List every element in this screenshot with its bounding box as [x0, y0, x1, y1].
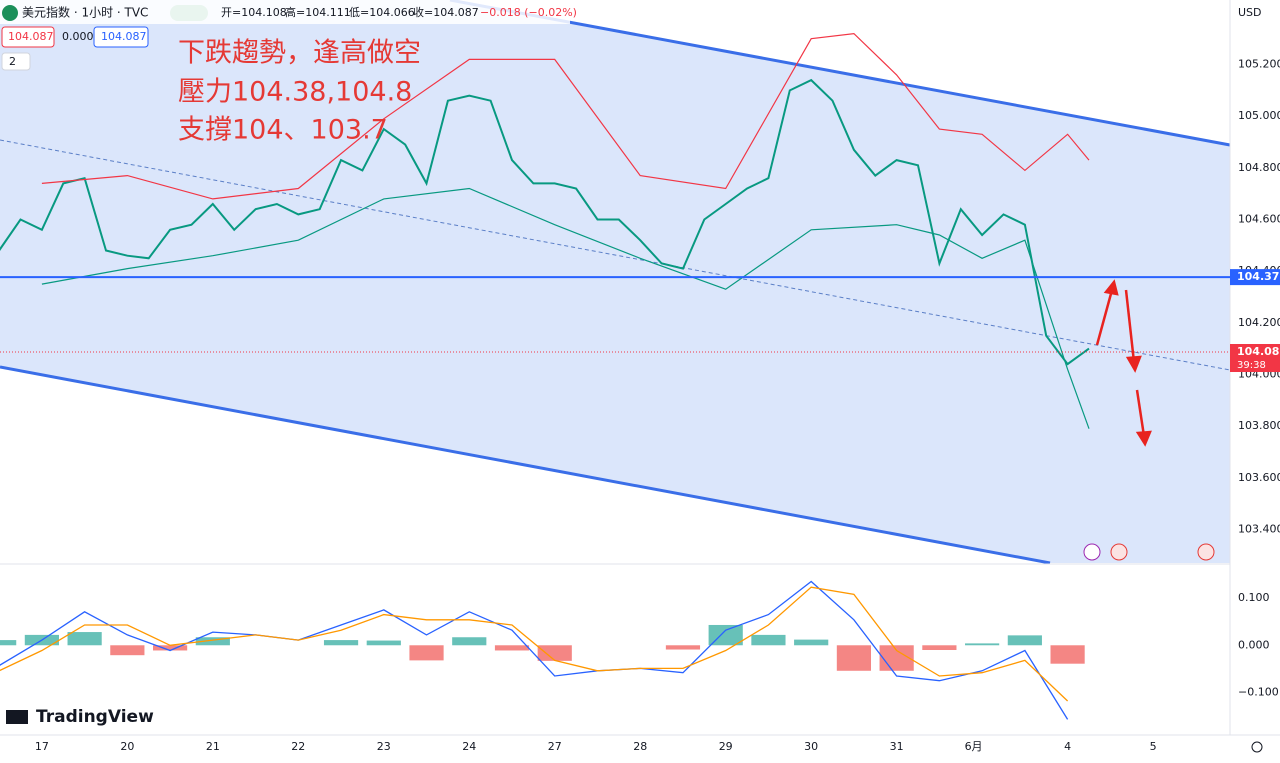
histogram-bar	[409, 645, 444, 661]
event-icon[interactable]	[1110, 543, 1128, 561]
histogram-bar	[708, 624, 743, 646]
histogram-bar	[1007, 635, 1042, 646]
y-tick-label: 104.800	[1238, 161, 1280, 174]
high: 高=104.111	[285, 5, 351, 19]
histogram-bar	[110, 645, 145, 656]
open: 开=104.108	[221, 6, 287, 19]
indicator-toggle[interactable]	[1, 52, 31, 71]
y-tick-label: 105.200	[1238, 58, 1280, 71]
macd-line	[0, 586, 1069, 702]
annotation: 下跌趨勢，逢高做空	[178, 38, 421, 69]
ask-box[interactable]	[93, 26, 149, 48]
last-price-label: 104.087	[1237, 345, 1280, 358]
settings-icon[interactable]	[1251, 741, 1263, 753]
brand-logo	[6, 710, 28, 724]
histogram-bar	[965, 643, 1000, 646]
countdown: 39:38	[1237, 360, 1266, 371]
histogram-bar	[794, 639, 829, 646]
arrows	[1095, 279, 1152, 447]
x-tick-label: 17	[35, 740, 49, 753]
histogram-bar	[67, 632, 102, 646]
histogram-bar	[922, 645, 957, 650]
trend-line	[0, 139, 1231, 371]
histogram-bar	[0, 640, 17, 646]
macd-line	[0, 580, 1069, 720]
last-price-tag	[1230, 344, 1280, 373]
low: 低=104.066	[349, 6, 415, 19]
histogram-bar	[1050, 645, 1085, 664]
bid[interactable]: 104.087	[8, 30, 54, 43]
histogram-bar	[665, 645, 701, 650]
histogram-bar	[366, 640, 401, 646]
histogram-bar	[323, 640, 359, 646]
x-tick-label: 22	[291, 740, 305, 753]
x-tick-label: 28	[633, 740, 647, 753]
level-label: 104.377	[1237, 270, 1280, 283]
histogram-bar	[836, 645, 872, 671]
y-tick-label: 0.000	[1238, 638, 1270, 651]
histogram-bar	[452, 637, 487, 646]
currency[interactable]: USD	[1238, 6, 1262, 19]
indicator-count[interactable]: 2	[9, 55, 16, 68]
annotation: 支撐104、103.7	[178, 115, 388, 146]
level-tag	[1230, 269, 1280, 286]
x-tick-label: 31	[890, 740, 904, 753]
event-icon[interactable]	[1083, 543, 1101, 561]
annotation: 壓力104.38,104.8	[178, 77, 412, 108]
histogram-bar	[153, 645, 188, 651]
event-icon[interactable]	[1197, 543, 1215, 561]
x-tick-label: 24	[462, 740, 476, 753]
histogram-bar	[195, 637, 230, 646]
histogram-bar	[537, 645, 572, 661]
y-tick-label: 0.100	[1238, 591, 1270, 604]
spread: 0.000	[62, 30, 94, 43]
price-line	[0, 78, 1090, 366]
close: 收=104.087	[413, 5, 479, 19]
y-tick-label: 104.600	[1238, 213, 1280, 226]
y-tick-label: 103.600	[1238, 471, 1280, 484]
symbol[interactable]: 美元指数 · 1小时 · TVC	[22, 5, 148, 20]
x-tick-label: 27	[548, 740, 562, 753]
plot	[0, 32, 1090, 429]
x-tick-label: 20	[120, 740, 134, 753]
channel-bottom	[0, 365, 1051, 565]
x-tick-label: 30	[804, 740, 818, 753]
channel-top	[449, 0, 1231, 147]
x-tick-label: 23	[377, 740, 391, 753]
header-bg	[0, 0, 570, 24]
y-tick-label: 104.200	[1238, 316, 1280, 329]
y-tick-label: 103.800	[1238, 419, 1280, 432]
y-tick-label: 103.400	[1238, 522, 1280, 535]
ask[interactable]: 104.087	[101, 30, 147, 43]
channel-fill	[0, 0, 1230, 563]
histogram-bar	[751, 634, 786, 646]
change: −0.018 (−0.02%)	[480, 6, 577, 19]
x-tick-label: 5	[1150, 740, 1157, 753]
x-tick-label: 4	[1064, 740, 1071, 753]
x-tick-label: 6月	[965, 740, 983, 753]
x-tick-label: 29	[719, 740, 733, 753]
x-tick-label: 21	[206, 740, 220, 753]
bid-box[interactable]	[1, 26, 55, 48]
y-tick-label: −0.100	[1238, 686, 1279, 699]
status-pill[interactable]	[170, 5, 208, 21]
y-tick-label: 105.000	[1238, 109, 1280, 122]
price-line	[41, 32, 1090, 200]
price-line	[41, 187, 1090, 429]
symbol-logo	[2, 5, 18, 21]
histogram-bar	[494, 645, 530, 651]
brand[interactable]: TradingView	[36, 707, 154, 727]
